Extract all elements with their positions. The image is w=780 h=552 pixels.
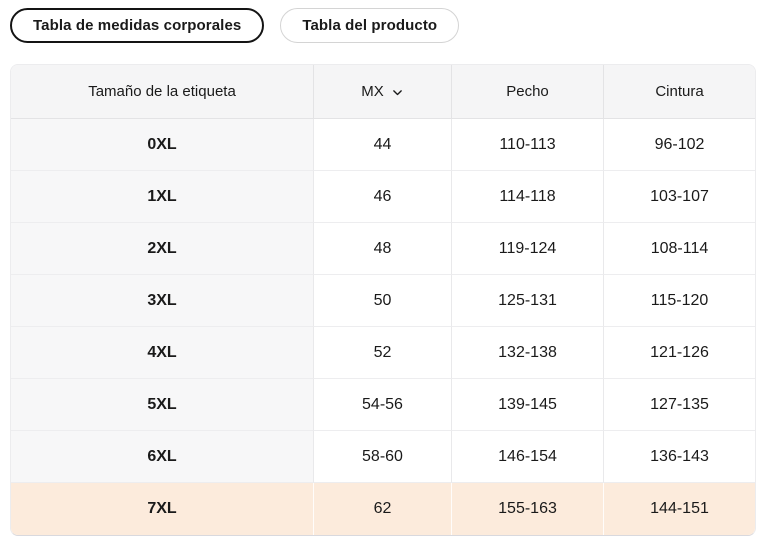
tab-product-measurements[interactable]: Tabla del producto bbox=[280, 8, 460, 43]
column-header-waist-label: Cintura bbox=[655, 83, 704, 100]
size-label-cell: 0XL bbox=[11, 119, 314, 171]
size-label-cell: 6XL bbox=[11, 431, 314, 483]
pecho-value-cell: 132-138 bbox=[452, 327, 604, 379]
region-dropdown-value: MX bbox=[361, 83, 384, 100]
pecho-value-cell: 114-118 bbox=[452, 171, 604, 223]
column-header-chest: Pecho bbox=[452, 65, 604, 119]
table-row: 3XL 50 125-131 115-120 bbox=[11, 275, 755, 327]
cintura-value-cell: 108-114 bbox=[604, 223, 755, 275]
cintura-value-cell: 121-126 bbox=[604, 327, 755, 379]
cintura-value-cell: 136-143 bbox=[604, 431, 755, 483]
table-header-row: Tamaño de la etiqueta MX Pecho Cintura bbox=[11, 65, 755, 119]
table-row: 7XL 62 155-163 144-151 bbox=[11, 483, 755, 535]
cintura-value-cell: 115-120 bbox=[604, 275, 755, 327]
size-label-cell: 3XL bbox=[11, 275, 314, 327]
chevron-down-icon bbox=[391, 86, 404, 99]
size-label-cell: 2XL bbox=[11, 223, 314, 275]
mx-value-cell: 62 bbox=[314, 483, 452, 535]
pecho-value-cell: 146-154 bbox=[452, 431, 604, 483]
tab-body-measurements-label: Tabla de medidas corporales bbox=[33, 17, 242, 34]
size-label-cell: 4XL bbox=[11, 327, 314, 379]
column-header-size-label: Tamaño de la etiqueta bbox=[88, 83, 236, 100]
pecho-value-cell: 155-163 bbox=[452, 483, 604, 535]
size-chart-tabs: Tabla de medidas corporales Tabla del pr… bbox=[0, 0, 780, 43]
mx-value-cell: 58-60 bbox=[314, 431, 452, 483]
mx-value-cell: 54-56 bbox=[314, 379, 452, 431]
tab-product-measurements-label: Tabla del producto bbox=[302, 17, 438, 34]
mx-value-cell: 44 bbox=[314, 119, 452, 171]
table-row: 1XL 46 114-118 103-107 bbox=[11, 171, 755, 223]
column-header-waist: Cintura bbox=[604, 65, 755, 119]
table-row: 0XL 44 110-113 96-102 bbox=[11, 119, 755, 171]
column-header-size: Tamaño de la etiqueta bbox=[11, 65, 314, 119]
table-row: 4XL 52 132-138 121-126 bbox=[11, 327, 755, 379]
size-label-cell: 7XL bbox=[11, 483, 314, 535]
cintura-value-cell: 96-102 bbox=[604, 119, 755, 171]
column-header-chest-label: Pecho bbox=[506, 83, 549, 100]
table-row: 2XL 48 119-124 108-114 bbox=[11, 223, 755, 275]
mx-value-cell: 50 bbox=[314, 275, 452, 327]
tab-body-measurements[interactable]: Tabla de medidas corporales bbox=[10, 8, 265, 43]
cintura-value-cell: 127-135 bbox=[604, 379, 755, 431]
table-body: 0XL 44 110-113 96-102 1XL 46 114-118 103… bbox=[11, 119, 755, 535]
cintura-value-cell: 144-151 bbox=[604, 483, 755, 535]
pecho-value-cell: 119-124 bbox=[452, 223, 604, 275]
size-label-cell: 1XL bbox=[11, 171, 314, 223]
mx-value-cell: 52 bbox=[314, 327, 452, 379]
mx-value-cell: 48 bbox=[314, 223, 452, 275]
mx-value-cell: 46 bbox=[314, 171, 452, 223]
size-label-cell: 5XL bbox=[11, 379, 314, 431]
size-chart-table: Tamaño de la etiqueta MX Pecho Cintura 0… bbox=[10, 64, 756, 536]
region-dropdown[interactable]: MX bbox=[314, 65, 452, 119]
table-row: 6XL 58-60 146-154 136-143 bbox=[11, 431, 755, 483]
table-row: 5XL 54-56 139-145 127-135 bbox=[11, 379, 755, 431]
cintura-value-cell: 103-107 bbox=[604, 171, 755, 223]
pecho-value-cell: 125-131 bbox=[452, 275, 604, 327]
pecho-value-cell: 110-113 bbox=[452, 119, 604, 171]
pecho-value-cell: 139-145 bbox=[452, 379, 604, 431]
